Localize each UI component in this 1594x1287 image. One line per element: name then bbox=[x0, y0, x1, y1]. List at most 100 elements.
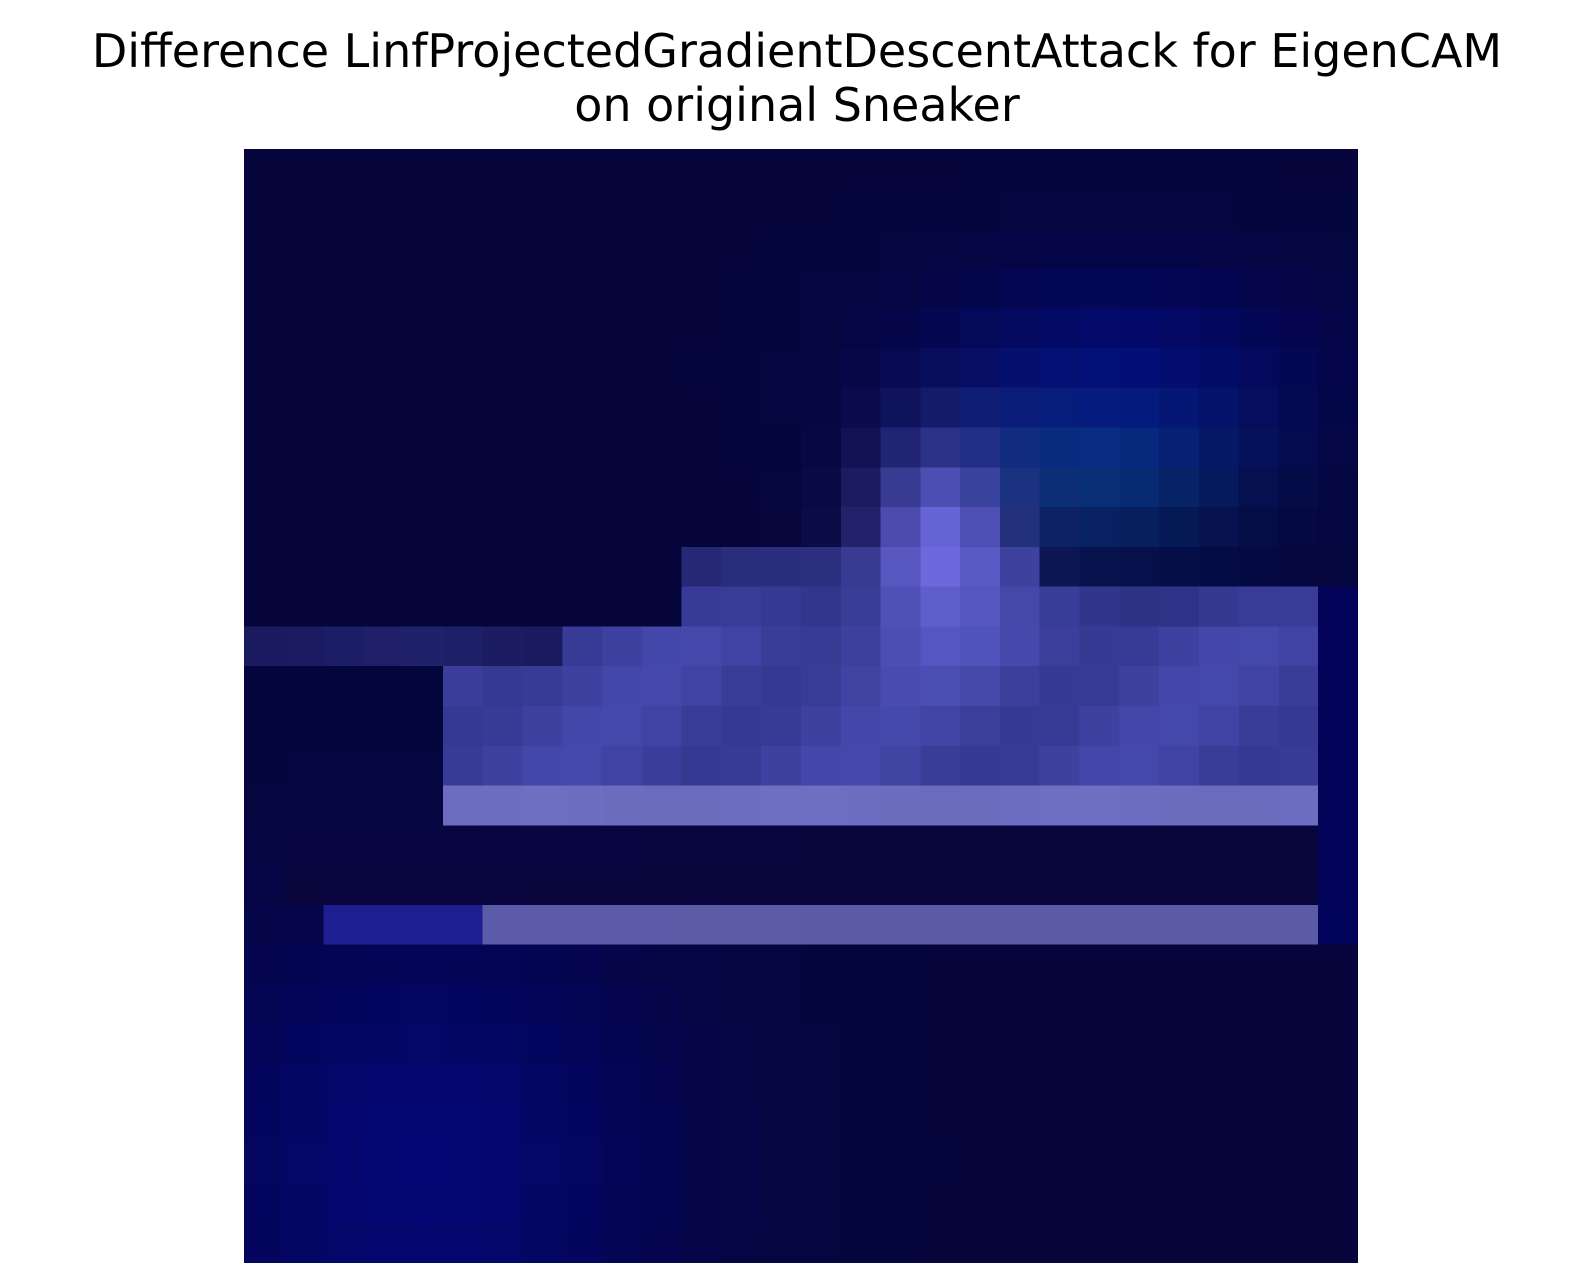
heatmap-cell bbox=[1119, 1064, 1160, 1105]
heatmap-cell bbox=[323, 666, 364, 707]
heatmap-cell bbox=[403, 586, 444, 628]
heatmap-cell bbox=[1278, 1103, 1319, 1145]
heatmap-cell bbox=[323, 387, 364, 429]
heatmap-cell bbox=[721, 1223, 762, 1263]
heatmap-cell bbox=[602, 1183, 643, 1224]
heatmap-cell bbox=[840, 825, 882, 866]
heatmap-cell bbox=[602, 706, 643, 747]
heatmap-cell bbox=[880, 268, 921, 309]
heatmap-cell bbox=[363, 904, 404, 946]
heatmap-cell bbox=[1238, 228, 1280, 269]
heatmap-cell bbox=[442, 626, 484, 667]
heatmap-cell bbox=[1318, 984, 1358, 1025]
heatmap-cell bbox=[1079, 1064, 1120, 1105]
heatmap-cell bbox=[1318, 586, 1358, 628]
heatmap-cell bbox=[283, 1143, 325, 1185]
heatmap-cell bbox=[1278, 666, 1319, 707]
heatmap-cell bbox=[1079, 944, 1120, 986]
heatmap-cell bbox=[1318, 626, 1358, 667]
heatmap-cell bbox=[761, 467, 802, 508]
heatmap-cell bbox=[602, 904, 643, 946]
heatmap-cell bbox=[1238, 706, 1280, 747]
heatmap-cell bbox=[1198, 546, 1240, 588]
heatmap-cell bbox=[1198, 387, 1240, 429]
heatmap-cell bbox=[403, 1103, 444, 1145]
heatmap-cell bbox=[1238, 507, 1280, 548]
heatmap-cell bbox=[840, 1064, 882, 1105]
heatmap-cell bbox=[562, 1064, 603, 1105]
heatmap-cell bbox=[761, 546, 802, 588]
heatmap-cell bbox=[1159, 228, 1200, 269]
heatmap-cell bbox=[1159, 944, 1200, 986]
heatmap-cell bbox=[522, 1103, 563, 1145]
heatmap-cell bbox=[363, 626, 404, 667]
heatmap-cell bbox=[1238, 347, 1280, 389]
heatmap-cell bbox=[283, 308, 325, 349]
heatmap-cell bbox=[1119, 1223, 1160, 1263]
heatmap-cell bbox=[1039, 347, 1081, 389]
heatmap-cell bbox=[1079, 268, 1120, 309]
heatmap-cell bbox=[999, 1223, 1041, 1263]
heatmap-cell bbox=[1159, 1024, 1200, 1065]
heatmap-cell bbox=[641, 825, 683, 866]
heatmap-cell bbox=[1198, 427, 1240, 468]
heatmap-cell bbox=[602, 626, 643, 667]
heatmap-cell bbox=[840, 1103, 882, 1145]
heatmap-cell bbox=[323, 308, 364, 349]
heatmap-cell bbox=[880, 785, 921, 826]
heatmap-cell bbox=[602, 586, 643, 628]
heatmap-cell bbox=[363, 188, 404, 230]
heatmap-cell bbox=[1039, 387, 1081, 429]
heatmap-cell bbox=[761, 308, 802, 349]
heatmap-cell bbox=[681, 1223, 723, 1263]
heatmap-cell bbox=[363, 666, 404, 707]
heatmap-cell bbox=[801, 626, 842, 667]
heatmap-cell bbox=[403, 268, 444, 309]
heatmap-cell bbox=[1039, 188, 1081, 230]
heatmap-cell bbox=[920, 507, 961, 548]
heatmap-cell bbox=[562, 188, 603, 230]
heatmap-cell bbox=[999, 865, 1041, 906]
heatmap-cell bbox=[562, 387, 603, 429]
heatmap-cell bbox=[761, 1183, 802, 1224]
heatmap-cell bbox=[363, 427, 404, 468]
heatmap-cell bbox=[283, 1223, 325, 1263]
heatmap-cell bbox=[1079, 586, 1120, 628]
heatmap-cell bbox=[960, 865, 1001, 906]
heatmap-cell bbox=[562, 626, 603, 667]
heatmap-cell bbox=[562, 666, 603, 707]
heatmap-cell bbox=[999, 904, 1041, 946]
heatmap-cell bbox=[323, 149, 364, 190]
heatmap-cell bbox=[403, 427, 444, 468]
heatmap-cell bbox=[1198, 865, 1240, 906]
heatmap-cell bbox=[283, 865, 325, 906]
heatmap-cell bbox=[283, 904, 325, 946]
heatmap-cell bbox=[1198, 666, 1240, 707]
heatmap-cell bbox=[1079, 825, 1120, 866]
heatmap-cell bbox=[602, 1064, 643, 1105]
heatmap-cell bbox=[999, 785, 1041, 826]
heatmap-cell bbox=[999, 984, 1041, 1025]
heatmap-cell bbox=[761, 1103, 802, 1145]
heatmap-cell bbox=[761, 626, 802, 667]
heatmap-cell bbox=[721, 1143, 762, 1185]
heatmap-cell bbox=[721, 1024, 762, 1065]
heatmap-cell bbox=[960, 507, 1001, 548]
heatmap-cell bbox=[880, 825, 921, 866]
heatmap-cell bbox=[721, 347, 762, 389]
heatmap-cell bbox=[522, 586, 563, 628]
heatmap-cell bbox=[482, 268, 524, 309]
heatmap-cell bbox=[403, 347, 444, 389]
heatmap-cell bbox=[960, 1064, 1001, 1105]
heatmap-cell bbox=[721, 706, 762, 747]
heatmap-cell bbox=[761, 984, 802, 1025]
heatmap-cell bbox=[721, 984, 762, 1025]
heatmap-cell bbox=[801, 467, 842, 508]
heatmap-cell bbox=[1039, 745, 1081, 787]
heatmap-cell bbox=[840, 268, 882, 309]
heatmap-cell bbox=[761, 1143, 802, 1185]
heatmap-cell bbox=[761, 666, 802, 707]
heatmap-cell bbox=[602, 785, 643, 826]
heatmap-cell bbox=[1278, 586, 1319, 628]
heatmap-cell bbox=[920, 1103, 961, 1145]
